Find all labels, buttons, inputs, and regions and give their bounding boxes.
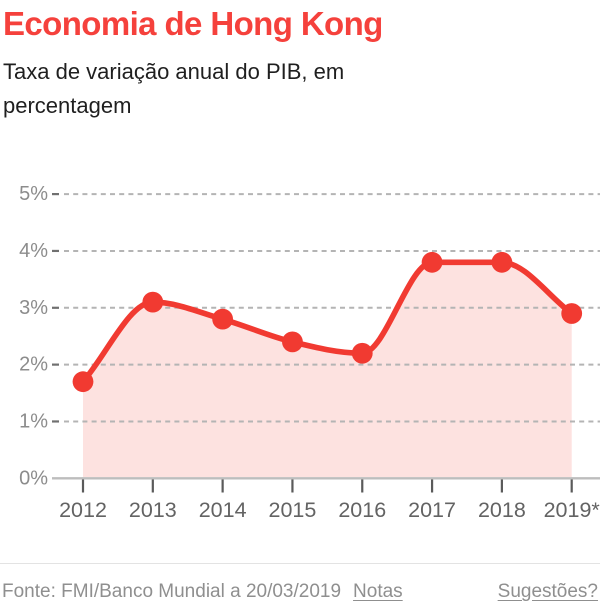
data-point-2012[interactable] — [72, 371, 94, 393]
data-point-2015[interactable] — [282, 331, 303, 353]
data-point-2017[interactable] — [421, 251, 443, 273]
y-axis-label-4: 4% — [19, 240, 48, 262]
page-title: Economia de Hong Kong — [3, 5, 383, 42]
y-axis-label-5: 5% — [19, 183, 48, 205]
data-point-2018[interactable] — [491, 251, 513, 273]
gridlines: 0% 1% 2% 3% 4% 5% — [19, 183, 600, 489]
x-axis-label-2015: 2015 — [269, 498, 317, 522]
x-axis-label-2018: 2018 — [478, 498, 526, 522]
x-axis-label-2017: 2017 — [408, 498, 456, 522]
gdp-area-chart: 0% 1% 2% 3% 4% 5% 2012 2013 2014 2015 2016 2017 2018… — [19, 183, 600, 522]
x-axis-label-2012: 2012 — [59, 498, 107, 522]
data-point-2016[interactable] — [351, 342, 373, 364]
source-text: Fonte: FMI/Banco Mundial a 20/03/2019 — [2, 581, 342, 602]
y-axis-label-1: 1% — [19, 410, 48, 432]
data-point-2014[interactable] — [212, 308, 234, 330]
y-axis-label-2: 2% — [19, 354, 48, 376]
suggestions-link[interactable]: Sugestões? — [497, 581, 598, 602]
data-point-2013[interactable] — [142, 291, 164, 313]
x-axis-label-2016: 2016 — [338, 498, 386, 522]
y-axis-label-3: 3% — [19, 297, 48, 319]
data-point-2019*[interactable] — [561, 303, 583, 324]
y-axis-label-0: 0% — [19, 467, 48, 489]
chart-subtitle: Taxa de variação anual do PIB, em percen… — [3, 59, 345, 118]
footer-divider — [0, 563, 600, 564]
x-axis-label-2019*: 2019* — [544, 498, 600, 522]
notes-link[interactable]: Notas — [353, 581, 403, 602]
chart-header: Economia de Hong Kong Taxa de variação a… — [3, 0, 563, 123]
x-axis-label-2013: 2013 — [129, 498, 177, 522]
chart-footer: Fonte: FMI/Banco Mundial a 20/03/2019 No… — [2, 581, 598, 603]
data-points — [72, 251, 583, 393]
x-axis: 2012 2013 2014 2015 2016 2017 2018 2019* — [59, 479, 600, 522]
x-axis-label-2014: 2014 — [199, 498, 247, 522]
